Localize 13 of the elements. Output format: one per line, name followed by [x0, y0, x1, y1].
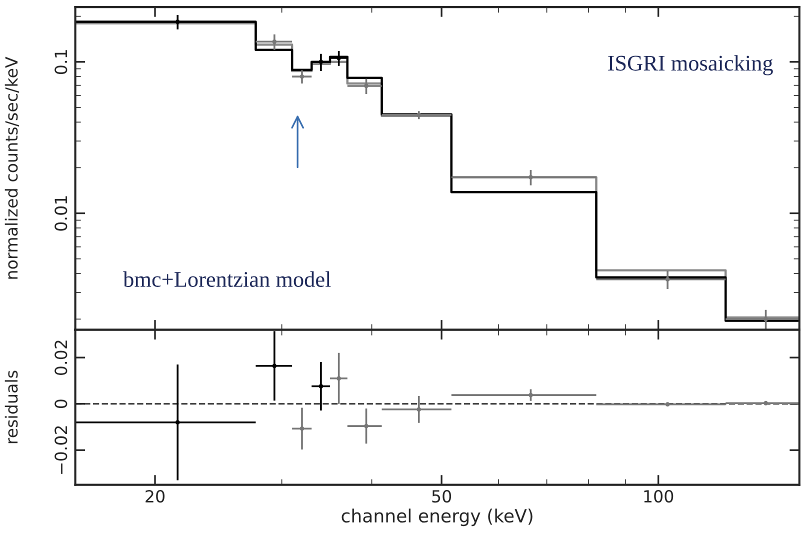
x-tick-label: 50: [432, 490, 452, 503]
y-tick-label: −0.02: [54, 426, 68, 474]
x-axis-title: channel energy (keV): [342, 508, 532, 526]
annotation: ISGRI mosaicking: [608, 55, 773, 76]
annotation: bmc+Lorentzian model: [123, 271, 331, 287]
y-axis-title: normalized counts/sec/keV: [4, 56, 20, 279]
y-tick-label: 0.01: [54, 196, 68, 231]
x-tick-label: 20: [146, 490, 165, 503]
y-axis-title: residuals: [4, 370, 18, 444]
y-tick-label: 0: [54, 400, 68, 408]
x-tick-label: 100: [644, 490, 674, 503]
y-tick-label: 0.02: [54, 340, 68, 376]
y-tick-label: 0.1: [54, 50, 68, 74]
